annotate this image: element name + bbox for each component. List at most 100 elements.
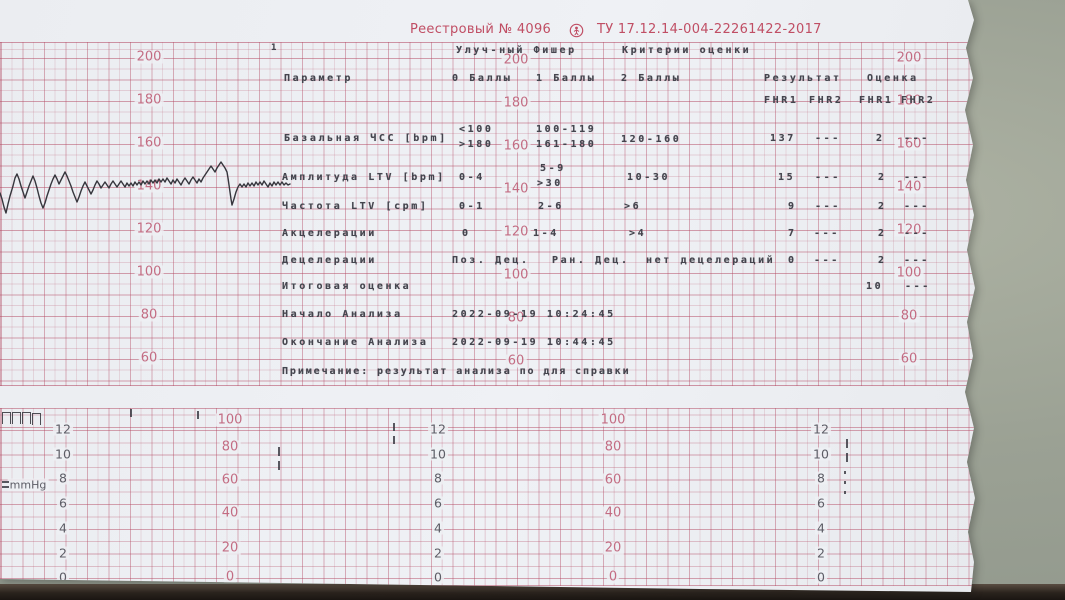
fhr-scale-label: 160 [134, 135, 164, 151]
toco-kpa-scale-label: 12 [811, 421, 831, 437]
basal-score0-b: >180 [459, 139, 494, 150]
accel-grade-fhr1: 2 [878, 228, 887, 239]
col-header-grade: Оценка [867, 73, 919, 84]
ampl-score0: 0-4 [459, 172, 485, 183]
col-header-score0: 0 Баллы [452, 73, 513, 84]
recorder-pen-mark [130, 409, 132, 417]
recorder-pen-mark [393, 436, 395, 444]
recorder-pen-mark [278, 461, 280, 470]
param-decelerations: Децелерации [282, 255, 377, 266]
toco-mmhg-scale-label: 40 [602, 505, 624, 521]
decel-result-fhr1: 0 [788, 255, 797, 266]
ampl-score2: 10-30 [627, 172, 671, 183]
fhr-scale-label: 120 [134, 221, 164, 237]
freq-score0: 0-1 [459, 201, 485, 212]
col-header-result: Результат [764, 73, 842, 84]
total-score-fhr2: --- [905, 281, 931, 292]
ampl-score1-b: >30 [537, 178, 563, 189]
analysis-end-value: 2022-09-19 10:44:45 [452, 337, 616, 348]
fhr-scale-label: 140 [894, 179, 924, 195]
recorder-pen-mark [844, 491, 846, 494]
fhr-scale-label: 180 [134, 92, 164, 108]
recorder-pen-mark [197, 411, 199, 419]
analysis-note: Примечание: результат анализа по для спр… [282, 366, 631, 377]
decel-score0: Поз. Дец. [452, 255, 530, 266]
basal-score0-a: <100 [459, 124, 494, 135]
ampl-result-fhr1: 15 [778, 172, 796, 183]
col-header-parameter: Параметр [284, 73, 353, 84]
fhr-scale-label: 100 [501, 267, 531, 283]
toco-mmhg-scale-label: 60 [219, 472, 241, 488]
fhr-scale-label: 60 [898, 351, 920, 367]
analysis-start-label: Начало Анализа [282, 309, 403, 320]
accel-grade-fhr2: --- [904, 228, 930, 239]
recorder-pen-mark [844, 481, 846, 484]
toco-kpa-scale-label: 2 [815, 545, 827, 560]
toco-kpa-scale-label: 0 [57, 569, 69, 585]
accel-score0: 0 [462, 228, 471, 239]
table-title-method: Улуч-ный Фишер [456, 45, 577, 56]
col-header-score1: 1 Баллы [536, 73, 597, 84]
recorder-pen-mark [393, 423, 395, 431]
fhr-scale-label: 80 [505, 310, 527, 326]
param-ltv-frequency: Частота LTV [cpm] [282, 201, 429, 212]
fhr-scale-label: 60 [138, 350, 160, 366]
uterine-event-mark-icon [22, 412, 31, 424]
recorder-pen-mark [844, 471, 846, 474]
registry-number-label: Реестровый № 4096 [410, 22, 552, 37]
toco-kpa-scale-label: 12 [53, 421, 73, 437]
toco-kpa-scale-label: 2 [432, 545, 444, 560]
ampl-grade-fhr2: --- [904, 172, 930, 183]
ampl-result-fhr2: --- [815, 172, 841, 183]
param-accelerations: Акцелерации [282, 228, 377, 239]
toco-grid [0, 408, 975, 586]
fhr-scale-label: 120 [501, 224, 531, 240]
stray-print-mark: 1 [271, 43, 278, 53]
uterine-event-mark-icon [12, 412, 21, 424]
freq-result-fhr1: 9 [788, 201, 797, 212]
ampl-score1-a: 5-9 [540, 163, 566, 174]
fhr-scale-label: 140 [134, 178, 164, 194]
basal-score1-b: 161-180 [536, 139, 597, 150]
total-score-label: Итоговая оценка [282, 281, 412, 292]
uterine-event-mark-icon [32, 413, 41, 425]
recorder-pen-mark [846, 439, 848, 448]
uterine-event-mark-icon [2, 412, 11, 424]
toco-kpa-scale-label: 4 [432, 520, 444, 536]
toco-kpa-scale-label: 10 [428, 446, 448, 462]
decel-score1: Ран. Дец. [552, 255, 630, 266]
toco-kpa-scale-label: 4 [815, 520, 827, 536]
toco-kpa-scale-label: 6 [432, 495, 444, 511]
fhr-scale-label: 180 [894, 93, 924, 109]
subcol-grade-fhr2: FHR2 [901, 95, 936, 106]
accel-score1: 1-4 [533, 228, 559, 239]
recorder-pen-mark [2, 486, 9, 488]
total-score-value: 10 [866, 281, 884, 292]
toco-kpa-scale-label: 6 [57, 495, 69, 511]
toco-mmhg-scale-label: 0 [223, 569, 237, 585]
accel-result-fhr1: 7 [788, 228, 797, 239]
decel-grade-fhr2: --- [904, 255, 930, 266]
toco-mmhg-scale-label: 0 [606, 569, 620, 585]
accel-result-fhr2: --- [814, 228, 840, 239]
toco-kpa-scale-label: 2 [57, 545, 69, 560]
toco-mmhg-scale-label: 80 [602, 439, 624, 455]
subcol-result-fhr2: FHR2 [809, 95, 844, 106]
toco-kpa-scale-label: 8 [815, 470, 827, 486]
fhr-scale-label: 160 [501, 138, 531, 154]
toco-mmhg-scale-label: 20 [219, 540, 241, 556]
fhr-scale-label: 200 [134, 49, 164, 65]
decel-result-fhr2: --- [814, 255, 840, 266]
toco-kpa-scale-label: 8 [432, 470, 444, 486]
fhr-scale-label: 100 [134, 264, 164, 280]
subcol-result-fhr1: FHR1 [764, 95, 799, 106]
col-header-score2: 2 Баллы [621, 73, 682, 84]
recorder-pen-mark [278, 447, 280, 456]
analysis-end-label: Окончание Анализа [282, 337, 429, 348]
toco-kpa-scale-label: 8 [57, 470, 69, 486]
freq-result-fhr2: --- [815, 201, 841, 212]
basal-grade-fhr1: 2 [876, 133, 885, 144]
subcol-grade-fhr1: FHR1 [859, 95, 894, 106]
basal-grade-fhr2: --- [904, 133, 930, 144]
